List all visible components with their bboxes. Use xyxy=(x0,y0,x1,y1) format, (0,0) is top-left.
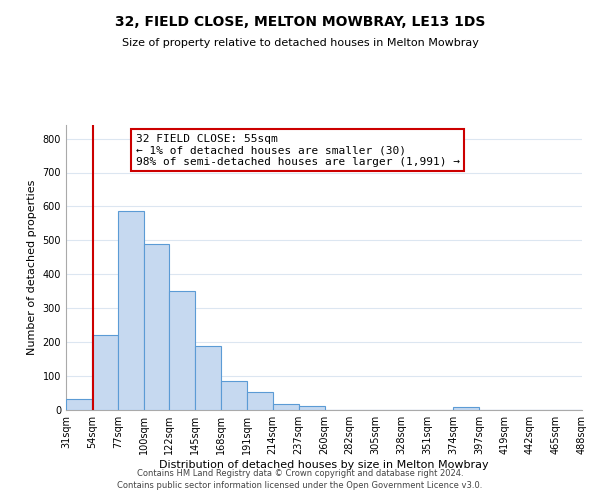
Bar xyxy=(195,346,221,410)
Bar xyxy=(272,404,299,410)
Text: Contains public sector information licensed under the Open Government Licence v3: Contains public sector information licen… xyxy=(118,481,482,490)
Bar xyxy=(92,334,118,410)
Text: Size of property relative to detached houses in Melton Mowbray: Size of property relative to detached ho… xyxy=(122,38,478,48)
Text: 32, FIELD CLOSE, MELTON MOWBRAY, LE13 1DS: 32, FIELD CLOSE, MELTON MOWBRAY, LE13 1D… xyxy=(115,15,485,29)
Text: Contains HM Land Registry data © Crown copyright and database right 2024.: Contains HM Land Registry data © Crown c… xyxy=(137,468,463,477)
Bar xyxy=(66,399,92,410)
Y-axis label: Number of detached properties: Number of detached properties xyxy=(27,180,37,355)
Bar xyxy=(453,408,479,410)
X-axis label: Distribution of detached houses by size in Melton Mowbray: Distribution of detached houses by size … xyxy=(159,460,489,470)
Bar xyxy=(299,406,325,410)
Bar xyxy=(118,210,144,410)
Bar xyxy=(169,290,195,410)
Bar xyxy=(247,392,272,410)
Bar xyxy=(221,381,247,410)
Bar xyxy=(144,244,169,410)
Text: 32 FIELD CLOSE: 55sqm
← 1% of detached houses are smaller (30)
98% of semi-detac: 32 FIELD CLOSE: 55sqm ← 1% of detached h… xyxy=(136,134,460,167)
